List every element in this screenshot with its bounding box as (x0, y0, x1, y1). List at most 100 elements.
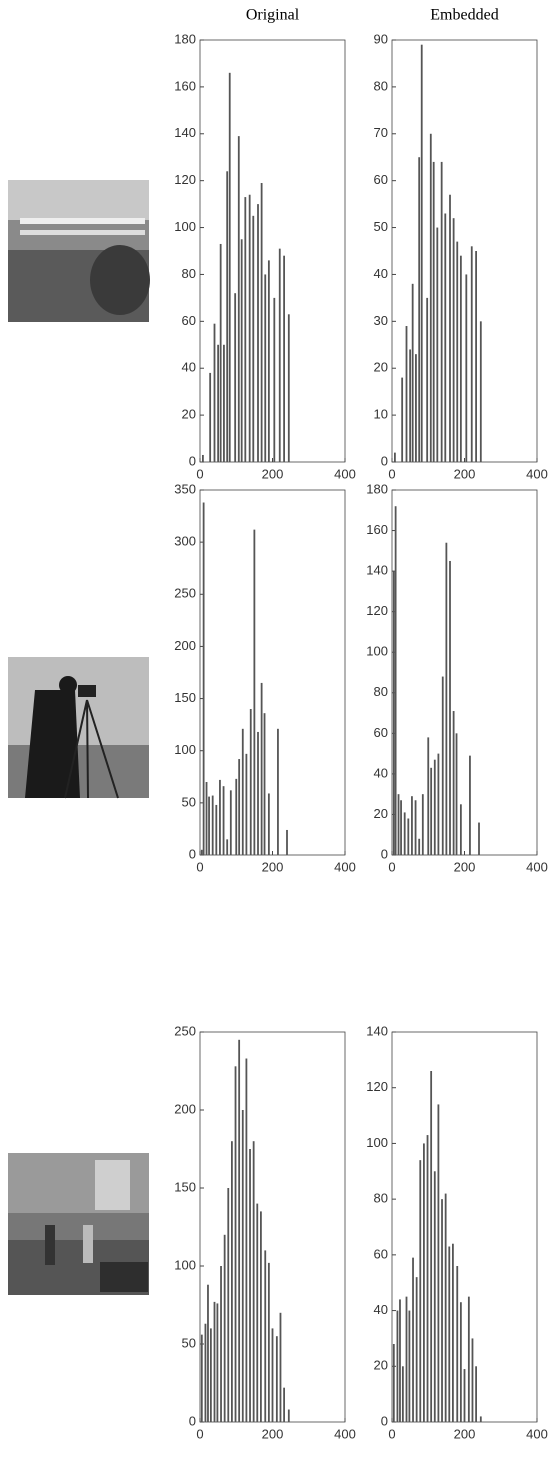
bar (245, 753, 248, 855)
x-tick-label: 400 (526, 1426, 548, 1441)
y-tick-label: 0 (381, 453, 388, 468)
bar (252, 215, 255, 462)
y-tick-label: 60 (374, 725, 388, 740)
y-tick-label: 20 (374, 806, 388, 821)
bar (467, 1296, 470, 1422)
bar (260, 682, 263, 855)
bar (263, 713, 266, 855)
bar (409, 349, 412, 462)
bar (444, 1193, 447, 1422)
y-tick-label: 80 (182, 266, 196, 281)
bar (209, 1328, 212, 1422)
bar (463, 1369, 466, 1422)
bar (287, 314, 290, 462)
bar (412, 1257, 414, 1422)
bar (444, 213, 447, 462)
axes-box (199, 39, 346, 463)
y-tick-label: 60 (374, 172, 388, 187)
bar (448, 1246, 451, 1422)
bar (248, 194, 251, 462)
bar (475, 251, 477, 462)
y-tick-label: 0 (381, 1413, 388, 1428)
y-tick-label: 120 (366, 603, 388, 618)
bar (437, 753, 440, 855)
x-tick-label: 400 (334, 859, 356, 874)
bar (478, 822, 480, 855)
bar (421, 794, 424, 855)
y-tick-label: 100 (366, 644, 388, 659)
bar (245, 1058, 248, 1422)
y-tick-label: 30 (374, 313, 388, 328)
x-tick-label: 200 (262, 1426, 284, 1441)
y-tick-label: 20 (374, 1358, 388, 1373)
y-tick-label: 200 (174, 638, 196, 653)
bar (215, 804, 218, 855)
bar (403, 812, 406, 855)
bar (228, 72, 231, 463)
bar (471, 1338, 474, 1422)
y-tick-label: 300 (174, 534, 196, 549)
y-tick-label: 80 (374, 78, 388, 93)
y-tick-label: 50 (374, 219, 388, 234)
bar (220, 1266, 222, 1422)
bar (401, 377, 404, 462)
bar (394, 506, 397, 855)
y-tick-label: 100 (366, 1135, 388, 1150)
y-tick-label: 140 (366, 1023, 388, 1038)
y-tick-label: 80 (374, 684, 388, 699)
bar (408, 1310, 411, 1422)
bar (234, 293, 237, 462)
x-tick-label: 400 (334, 1426, 356, 1441)
bar (267, 1262, 270, 1422)
bar (223, 344, 225, 462)
bar (420, 44, 423, 462)
y-tick-label: 120 (366, 1079, 388, 1094)
bar (209, 372, 212, 462)
y-tick-label: 180 (174, 31, 196, 46)
y-tick-label: 100 (174, 219, 196, 234)
y-tick-label: 40 (374, 1302, 388, 1317)
bar (279, 1312, 282, 1422)
bar (400, 800, 402, 855)
bar (459, 1302, 462, 1422)
bar (249, 709, 252, 855)
bar (440, 161, 443, 462)
bar (213, 1301, 216, 1422)
bar (426, 297, 429, 462)
bar (240, 239, 243, 462)
bar (405, 1296, 408, 1422)
bar (200, 1334, 203, 1422)
bar (241, 728, 244, 855)
bar (396, 1310, 399, 1422)
y-tick-label: 150 (174, 690, 196, 705)
bar (411, 796, 413, 855)
bar (211, 795, 214, 855)
bar (226, 839, 229, 855)
bar (432, 161, 435, 462)
bar (273, 297, 276, 462)
bar (449, 194, 451, 462)
y-tick-label: 150 (174, 1179, 196, 1194)
bar (433, 1171, 436, 1422)
y-tick-label: 140 (174, 125, 196, 140)
bar (237, 136, 240, 462)
bar (238, 759, 241, 855)
y-tick-label: 20 (374, 360, 388, 375)
y-tick-label: 160 (366, 522, 388, 537)
bar (479, 1416, 482, 1422)
bar (207, 1284, 209, 1422)
bar (278, 248, 281, 462)
bar (407, 818, 410, 855)
bar (219, 779, 221, 855)
bar (405, 326, 408, 462)
bar (213, 323, 216, 462)
bar (456, 1266, 459, 1422)
bar (414, 800, 417, 855)
x-tick-label: 400 (334, 466, 356, 481)
bar (204, 1323, 207, 1422)
y-tick-label: 180 (366, 481, 388, 496)
y-tick-label: 250 (174, 586, 196, 601)
bar (419, 1160, 422, 1422)
x-tick-label: 200 (262, 466, 284, 481)
